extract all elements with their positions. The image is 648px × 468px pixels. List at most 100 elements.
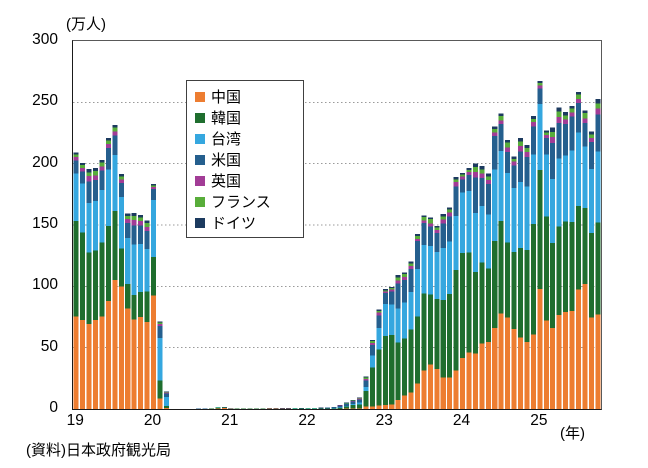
bar-segment [440, 300, 446, 378]
bar-segment [460, 174, 466, 177]
bar-segment [460, 192, 466, 253]
bar-segment [537, 85, 543, 89]
bar-segment [402, 338, 408, 396]
bar-segment [118, 182, 124, 197]
bar-segment [563, 312, 569, 409]
bar-segment [427, 226, 433, 246]
bar-segment [125, 218, 131, 224]
bar-segment [163, 396, 169, 406]
bar-segment [99, 166, 105, 171]
bar-segment [575, 94, 581, 100]
bar-segment [530, 334, 536, 409]
bar-segment [163, 407, 169, 409]
bar-segment [144, 231, 150, 249]
x-tick-label: 23 [375, 412, 393, 429]
bar-segment [550, 142, 556, 179]
bar-segment [144, 291, 150, 322]
bar-segment [543, 134, 549, 139]
bar-segment [434, 299, 440, 370]
bar-segment [466, 175, 472, 191]
bar-segment [421, 223, 427, 245]
bar-segment [550, 178, 556, 244]
bar-segment [138, 291, 144, 317]
bar-segment [389, 304, 395, 335]
legend-label: 英国 [211, 173, 242, 190]
bar-segment [157, 338, 163, 381]
bar-segment [537, 170, 543, 289]
bar-segment [150, 185, 157, 187]
bar-segment [479, 343, 485, 409]
bar-segment [530, 116, 536, 119]
bar-segment [105, 300, 111, 409]
y-tick-label: 250 [32, 92, 58, 110]
bar-segment [595, 222, 601, 315]
bar-segment [524, 148, 530, 152]
bar-segment [550, 127, 556, 132]
bar-segment [150, 295, 157, 409]
bar-segment [376, 327, 382, 350]
stacked-bars-svg [73, 80, 601, 409]
bar-segment [408, 261, 414, 264]
legend-item: フランス [195, 191, 295, 212]
bar-segment [511, 156, 517, 160]
bar-segment [144, 248, 150, 292]
bar-segment [595, 108, 601, 115]
bar-segment [402, 277, 408, 281]
bar-segment [150, 256, 157, 296]
bar-segment [447, 294, 453, 378]
bar-segment [414, 235, 421, 239]
bar-segment [99, 160, 105, 163]
bar-segment [517, 151, 524, 183]
legend-label: 台湾 [211, 131, 242, 148]
bar-segment [402, 302, 408, 339]
bar-segment [492, 169, 498, 242]
legend-swatch-icon [195, 196, 205, 207]
bar-segment [517, 337, 524, 409]
bar-segment [125, 237, 131, 284]
x-tick-label: 22 [298, 412, 316, 429]
bar-segment [118, 179, 124, 183]
bar-segment [389, 288, 395, 290]
bar-segment [563, 112, 569, 116]
legend-swatch-icon [195, 175, 205, 186]
bar-segment [543, 216, 549, 321]
bar-segment [505, 142, 511, 148]
bar-segment [569, 311, 575, 409]
bar-segment [485, 184, 491, 215]
bar-segment [492, 128, 498, 133]
bar-segment [363, 380, 369, 387]
bar-segment [389, 404, 395, 409]
bar-segment [588, 131, 594, 135]
y-tick-label: 0 [49, 399, 58, 416]
bar-segment [363, 406, 369, 409]
bar-segment [125, 283, 131, 309]
y-axis-tick-labels: 300 250 200 150 100 50 0 [12, 0, 58, 468]
bar-segment [530, 154, 536, 224]
bar-segment [138, 221, 144, 226]
bar-segment [479, 262, 485, 344]
bar-segment [524, 145, 530, 149]
bar-segment [131, 213, 137, 217]
bar-segment [357, 408, 363, 409]
bar-segment [517, 247, 524, 338]
bar-segment [105, 225, 111, 301]
bar-segment [382, 291, 388, 294]
bar-segment [498, 313, 504, 409]
bar-segment [408, 292, 414, 330]
bar-segment [498, 113, 504, 116]
bar-segment [118, 196, 124, 249]
bar-segment [363, 376, 369, 378]
bar-segment [395, 277, 401, 281]
bar-segment [99, 170, 105, 190]
bar-segment [472, 177, 478, 213]
bar-segment [479, 178, 485, 207]
bar-segment [131, 244, 137, 296]
bar-segment [563, 115, 569, 120]
bar-segment [118, 286, 124, 409]
bar-segment [337, 407, 343, 409]
bar-segment [421, 216, 427, 221]
bar-segment [125, 308, 131, 409]
bar-segment [595, 314, 601, 409]
bar-segment [131, 220, 137, 226]
bar-segment [582, 110, 588, 114]
